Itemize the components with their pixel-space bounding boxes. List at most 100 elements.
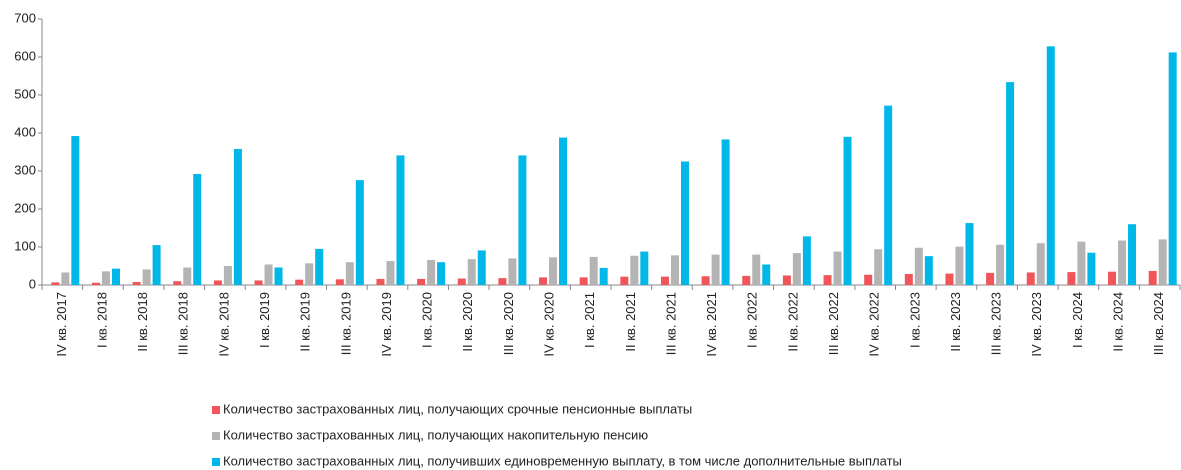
legend-label: Количество застрахованных лиц, получивши… — [223, 453, 902, 468]
bar — [1128, 224, 1137, 285]
bar — [599, 267, 608, 285]
x-tick-label: II кв. 2018 — [135, 292, 150, 352]
bar — [518, 155, 527, 285]
bar — [1148, 270, 1157, 285]
x-tick-label: III кв. 2019 — [338, 292, 353, 355]
x-tick-label: II кв. 2021 — [623, 292, 638, 352]
bar — [213, 280, 222, 285]
bar — [884, 105, 893, 285]
bar — [477, 250, 486, 285]
legend-label: Количество застрахованных лиц, получающи… — [223, 427, 648, 442]
bar — [437, 262, 446, 285]
bar — [965, 223, 974, 285]
bar — [315, 248, 324, 285]
bar — [782, 275, 791, 285]
bar — [1006, 82, 1015, 285]
x-tick-label: III кв. 2023 — [989, 292, 1004, 355]
bar — [1067, 272, 1076, 285]
bar — [467, 259, 476, 285]
bar — [193, 174, 202, 285]
bar — [142, 269, 151, 285]
bar — [711, 254, 720, 285]
bar — [640, 251, 649, 285]
x-tick-label: IV кв. 2021 — [704, 292, 719, 357]
bar — [132, 281, 141, 285]
bar — [335, 279, 344, 285]
bar — [955, 246, 964, 285]
legend-swatch — [212, 406, 220, 414]
bar — [914, 247, 923, 285]
bar — [1036, 243, 1045, 285]
bar — [620, 276, 629, 285]
bar — [549, 257, 558, 285]
bar — [792, 253, 801, 285]
bar — [173, 281, 182, 285]
x-tick-label: I кв. 2020 — [420, 292, 435, 348]
bar — [223, 266, 232, 285]
bar — [274, 267, 283, 285]
legend-swatch — [212, 458, 220, 466]
bar — [417, 278, 426, 285]
bar — [874, 249, 883, 285]
y-tick-label: 100 — [14, 238, 36, 253]
x-tick-label: III кв. 2020 — [501, 292, 516, 355]
bar — [1087, 252, 1096, 285]
bar — [71, 136, 80, 285]
y-tick-label: 500 — [14, 86, 36, 101]
bar — [579, 277, 588, 285]
x-tick-label: I кв. 2022 — [745, 292, 760, 348]
bar — [345, 262, 354, 285]
x-tick-label: IV кв. 2019 — [379, 292, 394, 357]
y-tick-label: 0 — [29, 276, 36, 291]
bar — [589, 256, 598, 285]
bar — [833, 251, 842, 285]
bar — [1118, 240, 1127, 285]
bar — [1046, 46, 1055, 285]
x-tick-label: III кв. 2018 — [176, 292, 191, 355]
bar — [91, 282, 100, 285]
bar — [752, 254, 761, 285]
x-tick-label: I кв. 2021 — [582, 292, 597, 348]
x-tick-label: II кв. 2023 — [948, 292, 963, 352]
legend-swatch — [212, 432, 220, 440]
bar — [904, 273, 913, 285]
x-tick-label: I кв. 2023 — [907, 292, 922, 348]
bar — [924, 256, 933, 285]
bar — [762, 264, 771, 285]
bar — [305, 263, 314, 285]
bar — [660, 276, 669, 285]
bar — [721, 139, 730, 285]
bar — [670, 255, 679, 285]
bar — [498, 278, 507, 285]
bar — [986, 272, 995, 285]
bar — [1026, 272, 1035, 285]
x-tick-label: II кв. 2019 — [298, 292, 313, 352]
x-tick-label: IV кв. 2023 — [1029, 292, 1044, 357]
x-tick-label: IV кв. 2017 — [54, 292, 69, 357]
bar — [101, 271, 110, 285]
bar — [742, 275, 751, 285]
bar — [386, 261, 395, 285]
y-tick-label: 400 — [14, 124, 36, 139]
bar — [264, 264, 273, 285]
y-tick-label: 600 — [14, 48, 36, 63]
x-tick-label: I кв. 2018 — [94, 292, 109, 348]
bar — [51, 282, 60, 285]
x-tick-label: III кв. 2021 — [663, 292, 678, 355]
legend-label: Количество застрахованных лиц, получающи… — [223, 401, 692, 416]
bar — [1108, 271, 1117, 285]
bar — [701, 276, 710, 285]
x-tick-label: IV кв. 2020 — [541, 292, 556, 357]
bar — [152, 245, 161, 285]
y-tick-label: 700 — [14, 10, 36, 25]
bar — [1077, 241, 1086, 285]
bar — [1158, 239, 1167, 285]
bar — [996, 244, 1005, 285]
bar — [630, 255, 639, 285]
x-tick-label: IV кв. 2018 — [216, 292, 231, 357]
bar — [396, 155, 405, 285]
bar — [295, 279, 304, 285]
bar — [376, 278, 385, 285]
y-tick-label: 200 — [14, 200, 36, 215]
